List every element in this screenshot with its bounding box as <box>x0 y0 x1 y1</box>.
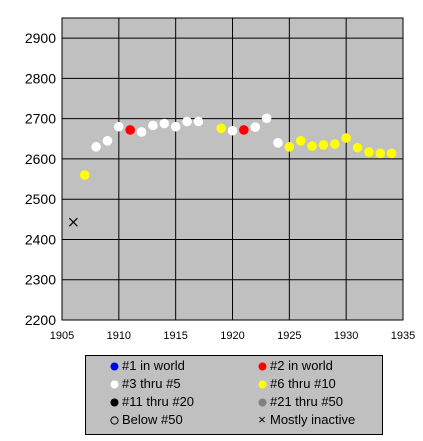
legend-marker-rank2 <box>254 358 270 374</box>
x-tick-label: 1930 <box>334 330 358 342</box>
legend-marker-inactive: × <box>258 412 266 427</box>
x-tick-label: 1935 <box>391 330 415 342</box>
data-point-rank3_5 <box>136 127 147 137</box>
data-point-rank6_10 <box>216 123 226 134</box>
data-point-rank3_5 <box>114 121 124 132</box>
data-point-rank2 <box>125 125 135 135</box>
data-point-rank6_10 <box>386 148 397 159</box>
data-point-rank6_10 <box>307 141 317 151</box>
data-points <box>68 113 397 227</box>
y-tick-label: 2900 <box>25 30 56 46</box>
legend-marker-rank11_20 <box>106 394 122 410</box>
data-point-rank3_5 <box>227 125 238 136</box>
legend-item-rank21_50: #21 thru #50 <box>254 394 343 410</box>
legend-label: #3 thru #5 <box>122 376 181 391</box>
legend-marker-below50 <box>106 412 122 428</box>
x-tick-label: 1920 <box>220 330 244 342</box>
data-point-rank2 <box>239 125 249 135</box>
y-axis-tick-labels: 2200 2300 2400 2500 2600 2700 2800 2900 <box>25 30 56 328</box>
legend-marker-rank1 <box>106 358 122 374</box>
legend-label: #21 thru #50 <box>270 394 344 409</box>
x-tick-label: 1915 <box>163 330 187 342</box>
legend-label: #11 thru #20 <box>122 394 195 409</box>
legend: #1 in world #2 in world #3 thru #5 #6 thru … <box>85 355 383 435</box>
x-tick-label: 1905 <box>50 330 74 342</box>
y-tick-label: 2600 <box>25 151 56 167</box>
data-point-rank6_10 <box>284 142 295 152</box>
legend-item-below50: Below #50 <box>106 412 183 428</box>
data-point-rank6_10 <box>330 139 340 149</box>
scatter-chart: 2200 2300 2400 2500 2600 2700 2800 2900 1905 191… <box>25 17 415 342</box>
x-tick-label: 1925 <box>277 330 301 342</box>
data-point-rank3_5 <box>250 122 261 132</box>
legend-item-rank6_10: #6 thru #10 <box>254 376 336 392</box>
y-tick-label: 2400 <box>25 231 56 247</box>
data-point-rank6_10 <box>318 140 329 150</box>
x-axis-tick-labels: 1905 1910 1915 1920 1925 1930 1935 <box>50 330 415 342</box>
y-tick-label: 2200 <box>25 312 56 328</box>
data-point-rank3_5 <box>159 118 170 129</box>
legend-label: #1 in world <box>122 358 185 373</box>
data-point-rank6_10 <box>375 148 386 159</box>
legend-item-inactive: × Mostly inactive <box>254 412 355 428</box>
data-point-rank6_10 <box>341 133 351 143</box>
data-point-rank6_10 <box>364 147 374 157</box>
data-point-rank3_5 <box>91 142 101 152</box>
data-point-rank3_5 <box>102 136 113 146</box>
legend-item-rank11_20: #11 thru #20 <box>106 394 194 410</box>
data-point-rank6_10 <box>295 136 306 146</box>
data-point-rank3_5 <box>148 120 158 131</box>
legend-marker-rank3_5 <box>106 376 122 392</box>
data-point-rank3_5 <box>170 121 181 132</box>
legend-label: Mostly inactive <box>270 412 356 427</box>
data-point-rank6_10 <box>352 142 363 153</box>
y-tick-label: 2700 <box>25 111 56 127</box>
data-point-inactive <box>68 217 78 227</box>
legend-marker-rank21_50 <box>254 394 270 410</box>
grid-lines <box>61 18 404 321</box>
x-tick-label: 1910 <box>107 330 131 342</box>
data-point-rank3_5 <box>193 116 204 127</box>
data-point-rank3_5 <box>261 113 272 124</box>
y-tick-label: 2500 <box>25 191 56 207</box>
legend-item-rank2: #2 in world <box>254 358 333 374</box>
legend-item-rank3_5: #3 thru #5 <box>106 376 181 392</box>
data-point-rank3_5 <box>182 116 192 127</box>
legend-label: #2 in world <box>270 358 333 373</box>
data-point-rank3_5 <box>273 138 283 148</box>
legend-item-rank1: #1 in world <box>106 358 185 374</box>
y-tick-label: 2300 <box>25 272 56 288</box>
y-tick-label: 2800 <box>25 70 56 86</box>
data-point-rank6_10 <box>79 170 90 180</box>
legend-marker-rank6_10 <box>254 376 270 392</box>
legend-label: #6 thru #10 <box>270 376 336 391</box>
legend-label: Below #50 <box>122 412 183 427</box>
